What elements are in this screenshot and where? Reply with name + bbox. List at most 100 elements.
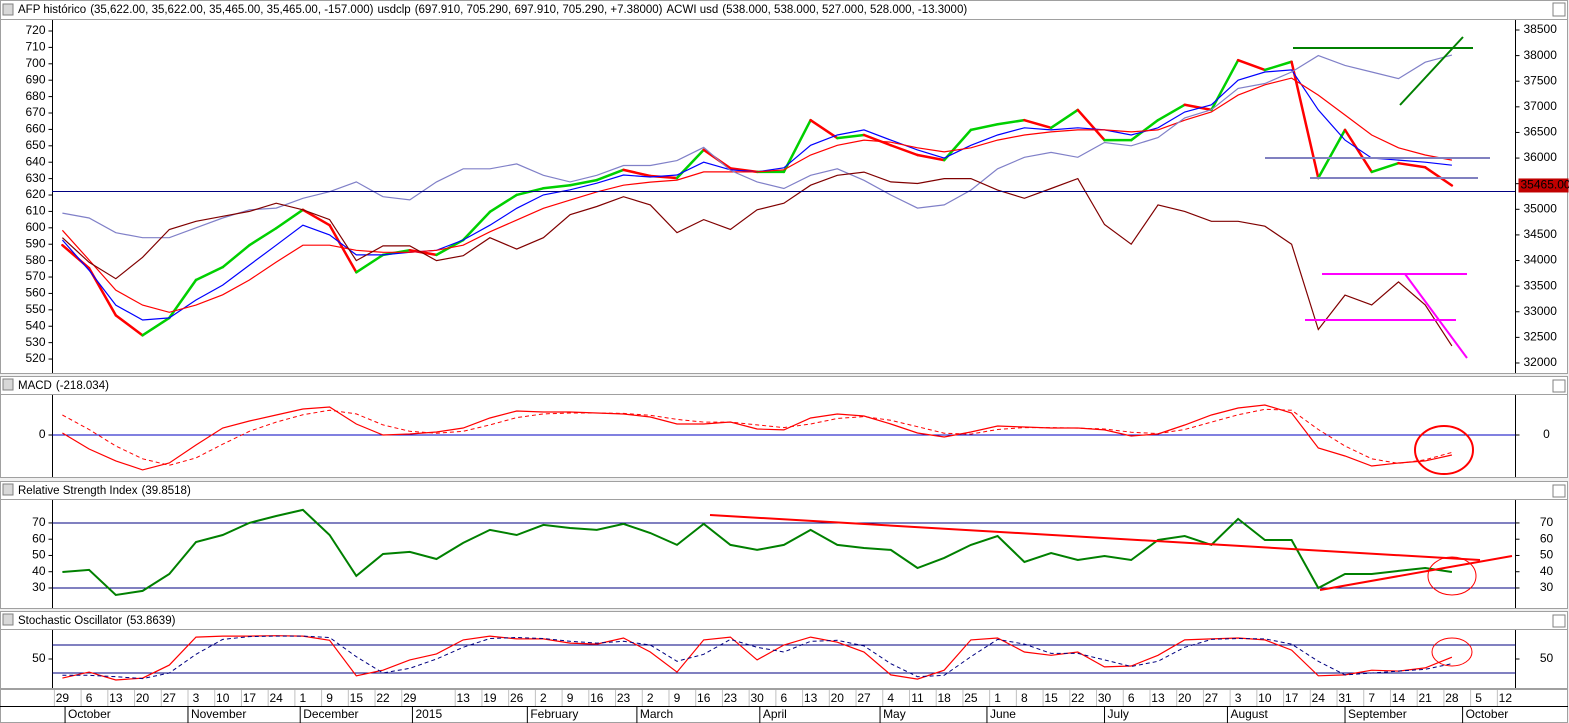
scroll-button[interactable]	[1552, 379, 1566, 393]
series-line	[61, 171, 1453, 347]
price-segment	[461, 210, 492, 242]
panel-icon[interactable]	[2, 613, 14, 626]
x-tick-label: 16	[697, 691, 711, 705]
x-tick-label: 24	[1312, 691, 1326, 705]
y2-tick-label: 35000	[1524, 201, 1558, 215]
y-tick-label: 600	[25, 220, 45, 234]
y-tick-label: 650	[25, 138, 45, 152]
y-tick-label: 0	[39, 427, 46, 441]
y-tick-label: 50	[32, 651, 46, 665]
y2-tick-label: 30	[1540, 580, 1554, 594]
x-tick-label: 28	[1445, 691, 1459, 705]
x-tick-label: 10	[1258, 691, 1272, 705]
y-tick-label: 670	[25, 105, 45, 119]
y-tick-label: 710	[25, 40, 45, 54]
x-tick-label: 12	[1499, 691, 1513, 705]
legend-values: (538.000, 538.000, 527.000, 528.000, -13…	[722, 4, 967, 16]
series-line	[62, 408, 1453, 466]
y2-tick-label: 50	[1540, 548, 1554, 562]
panel-values: (53.8639)	[126, 615, 175, 627]
price-segment	[355, 253, 385, 274]
y2-tick-label: 36500	[1524, 125, 1558, 139]
price-segment	[862, 133, 893, 147]
x-tick-label: 21	[1419, 691, 1433, 705]
x-tick-label: 1	[994, 691, 1001, 705]
series-line	[62, 54, 1453, 239]
x-tick-label: 27	[1205, 691, 1219, 705]
x-tick-label: 9	[326, 691, 333, 705]
legend-name: ACWI usd	[667, 4, 719, 16]
panel-values: (39.8518)	[142, 485, 191, 497]
price-segment	[1317, 128, 1347, 180]
price-segment	[1129, 118, 1160, 142]
month-label: November	[191, 707, 246, 721]
month-label: June	[990, 707, 1016, 721]
y-tick-label: 550	[25, 302, 45, 316]
scroll-button[interactable]	[1552, 2, 1566, 17]
x-tick-label: 31	[1338, 691, 1352, 705]
series-line	[62, 508, 1453, 597]
y2-tick-label: 37500	[1524, 73, 1558, 87]
x-tick-label: 5	[1475, 691, 1482, 705]
month-label: October	[68, 707, 111, 721]
y-tick-label: 530	[25, 335, 45, 349]
trend-line	[1399, 36, 1464, 106]
x-tick-label: 20	[136, 691, 150, 705]
y-tick-label: 610	[25, 204, 45, 218]
x-tick-label: 6	[86, 691, 93, 705]
x-tick-label: 14	[1392, 691, 1406, 705]
y-tick-label: 720	[25, 23, 45, 37]
rsi-header	[0, 481, 1568, 500]
y-tick-label: 560	[25, 286, 45, 300]
y-tick-label: 570	[25, 269, 45, 283]
x-tick-label: 30	[1098, 691, 1112, 705]
price-segment	[1049, 108, 1080, 130]
x-tick-label: 24	[269, 691, 283, 705]
price-segment	[1236, 58, 1267, 72]
y2-tick-label: 37000	[1524, 99, 1558, 113]
month-label: March	[640, 707, 673, 721]
highlight-circle	[1414, 425, 1474, 475]
x-tick-label: 19	[483, 691, 497, 705]
x-tick-label: 13	[109, 691, 123, 705]
y2-tick-label: 50	[1540, 651, 1554, 665]
price-segment	[1076, 108, 1106, 142]
price-segment	[889, 144, 919, 157]
series-line	[62, 404, 1453, 471]
scroll-button[interactable]	[1552, 614, 1566, 628]
panel-icon[interactable]	[2, 378, 14, 391]
x-tick-label: 4	[887, 691, 894, 705]
y-tick-label: 620	[25, 187, 45, 201]
price-segment	[221, 243, 251, 269]
x-tick-label: 15	[1044, 691, 1058, 705]
price-segment	[141, 316, 171, 337]
panel-title: MACD	[18, 380, 52, 392]
x-tick-label: 26	[510, 691, 524, 705]
x-tick-label: 1	[300, 691, 307, 705]
x-tick-label: 11	[911, 691, 924, 705]
panel-icon[interactable]	[2, 483, 14, 496]
scroll-button[interactable]	[1552, 484, 1566, 498]
y2-tick-label: 34500	[1524, 227, 1558, 241]
price-panel	[0, 0, 1568, 374]
month-label: February	[530, 707, 578, 721]
stoch-header	[0, 611, 1568, 630]
panel-icon[interactable]	[2, 3, 14, 16]
month-label: April	[763, 707, 787, 721]
month-label: May	[883, 707, 906, 721]
legend-name: usdclp	[377, 4, 410, 16]
panel-title: Stochastic Oscillator	[18, 615, 122, 627]
legend-values: (697.910, 705.290, 697.910, 705.290, +7.…	[415, 4, 663, 16]
trend-line	[1319, 555, 1513, 591]
series-line	[62, 635, 1453, 680]
price-segment	[1263, 60, 1293, 72]
y2-tick-label: 38000	[1524, 48, 1558, 62]
y2-tick-label: 40	[1540, 564, 1554, 578]
y2-tick-label: 60	[1540, 531, 1554, 545]
price-segment	[1370, 161, 1400, 174]
panel-title: Relative Strength Index	[18, 485, 138, 497]
x-tick-label: 17	[1285, 691, 1299, 705]
x-tick-label: 16	[590, 691, 604, 705]
